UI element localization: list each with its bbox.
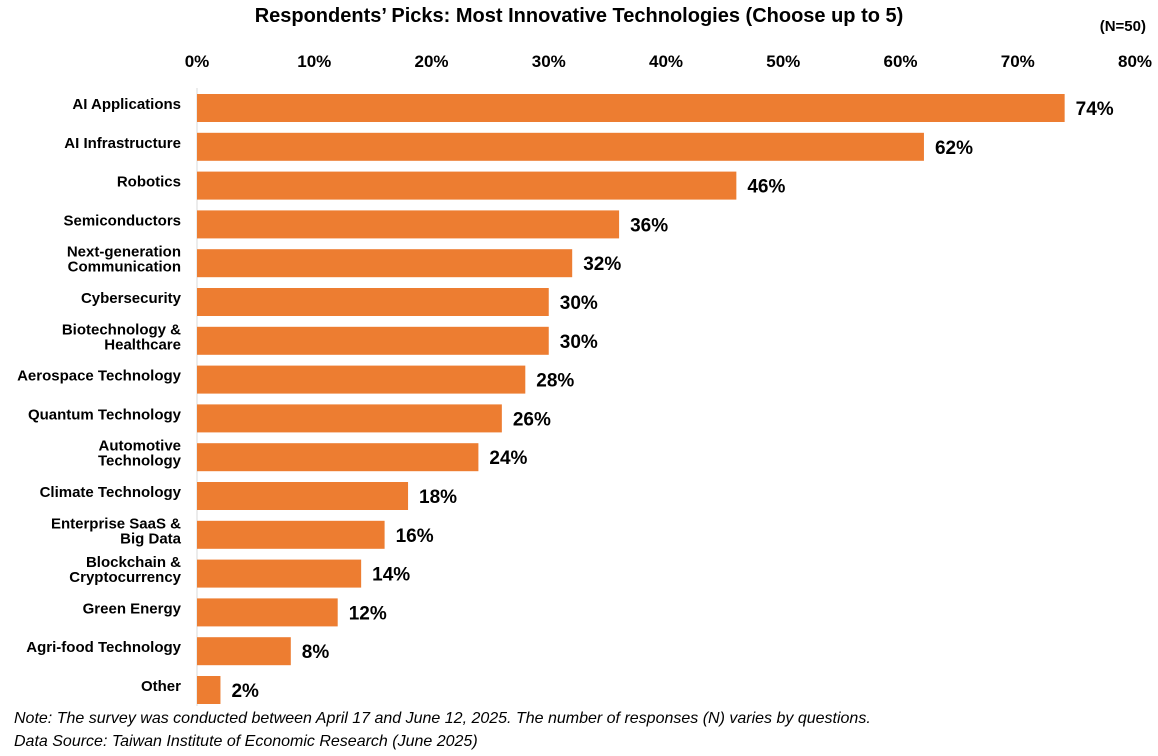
bar <box>197 171 737 200</box>
data-label: 14% <box>372 565 410 586</box>
x-tick-label: 60% <box>883 52 917 71</box>
x-tick-label: 30% <box>532 52 566 71</box>
bar <box>197 404 502 433</box>
chart-title: Respondents’ Picks: Most Innovative Tech… <box>254 5 904 27</box>
x-tick-label: 80% <box>1118 52 1152 71</box>
category-label: Semiconductors <box>63 212 181 229</box>
x-tick-label: 0% <box>185 52 210 71</box>
sample-size-label: (N=50) <box>1099 18 1146 35</box>
category-label: Cryptocurrency <box>69 569 181 586</box>
category-label: Cybersecurity <box>81 290 182 307</box>
data-source: Data Source: Taiwan Institute of Economi… <box>14 733 478 750</box>
bars <box>197 94 1065 704</box>
bar <box>197 520 385 549</box>
bar <box>197 210 620 239</box>
category-label: Agri-food Technology <box>26 639 181 656</box>
category-label: Blockchain & <box>86 554 181 571</box>
bar <box>197 326 549 355</box>
bar <box>197 365 526 394</box>
data-label: 62% <box>935 138 973 159</box>
category-labels: AI Applications AI Infrastructure Robotics… <box>17 96 182 695</box>
category-label: Next-generation <box>67 244 181 261</box>
category-label: Robotics <box>117 174 181 191</box>
data-label: 26% <box>513 409 551 430</box>
data-label: 36% <box>630 215 668 236</box>
category-label: Biotechnology & <box>62 321 181 338</box>
data-label: 30% <box>560 293 598 314</box>
survey-note: Note: The survey was conducted between A… <box>14 710 871 727</box>
bar <box>197 637 291 666</box>
category-label: Green Energy <box>83 600 182 617</box>
data-label: 16% <box>396 526 434 547</box>
data-label: 18% <box>419 487 457 508</box>
category-label: Automotive <box>99 438 182 455</box>
bar <box>197 132 924 161</box>
category-label: Enterprise SaaS & <box>51 515 181 532</box>
bar <box>197 598 338 627</box>
data-label: 28% <box>536 371 574 392</box>
data-label: 46% <box>747 177 785 198</box>
category-label: Communication <box>68 259 181 276</box>
category-label: Other <box>141 678 181 695</box>
category-label: Climate Technology <box>40 484 182 501</box>
data-label: 32% <box>583 254 621 275</box>
bar <box>197 482 409 510</box>
bar <box>197 249 573 278</box>
category-label: Technology <box>98 453 182 470</box>
category-label: Big Data <box>120 530 182 547</box>
data-label: 2% <box>231 681 259 702</box>
category-label: AI Infrastructure <box>64 135 181 152</box>
bar <box>197 559 362 588</box>
data-labels: 74% 62% 46% 36% 32% 30% 30% 28% 26% 24% 18% 16% 14% 1… <box>231 99 1113 702</box>
x-tick-label: 70% <box>1001 52 1035 71</box>
bar <box>197 443 479 472</box>
x-tick-label: 50% <box>766 52 800 71</box>
x-axis-ticks: 0% 10% 20% 30% 40% 50% 60% 70% 80% <box>185 52 1152 71</box>
x-tick-label: 40% <box>649 52 683 71</box>
data-label: 8% <box>302 642 330 663</box>
data-label: 12% <box>349 603 387 624</box>
data-label: 74% <box>1076 99 1114 120</box>
bar <box>197 94 1065 122</box>
category-label: Quantum Technology <box>28 406 182 423</box>
data-label: 24% <box>489 448 527 469</box>
bar <box>197 288 549 316</box>
x-tick-label: 20% <box>414 52 448 71</box>
bar <box>197 676 221 704</box>
x-tick-label: 10% <box>297 52 331 71</box>
category-label: AI Applications <box>72 96 181 113</box>
category-label: Aerospace Technology <box>17 368 182 385</box>
category-label: Healthcare <box>104 336 181 353</box>
data-label: 30% <box>560 332 598 353</box>
